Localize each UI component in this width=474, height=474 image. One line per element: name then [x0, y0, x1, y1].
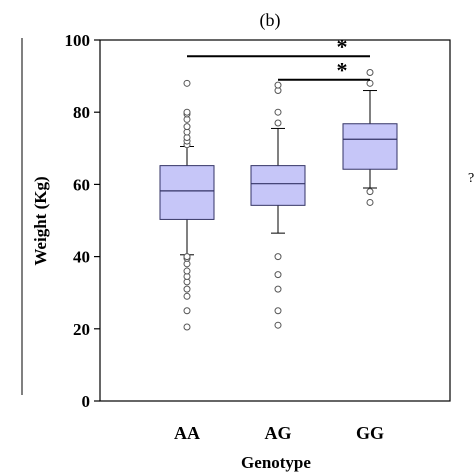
plot-frame [99, 39, 451, 402]
outlier-point [183, 307, 191, 315]
x-category-label: AG [265, 423, 292, 443]
box-iqr [250, 165, 306, 206]
outlier-point [183, 267, 191, 275]
y-tick-label: 40 [73, 248, 90, 267]
outlier-point [274, 81, 282, 89]
outlier-point [274, 321, 282, 329]
box-iqr [159, 165, 215, 220]
outlier-point [274, 253, 282, 261]
significance-asterisk: * [337, 34, 348, 59]
significance-asterisk: * [337, 58, 348, 83]
y-tick-label: 60 [73, 175, 90, 194]
plot-area: 0 20 40 60 80 100 AA AG GG ** [65, 31, 451, 443]
y-tick-label: 100 [65, 31, 91, 50]
box-ag [250, 81, 306, 329]
outlier-point [183, 108, 191, 116]
box-iqr [342, 123, 398, 170]
outlier-point [183, 285, 191, 293]
box-aa [159, 79, 215, 331]
x-axis-title: Genotype [241, 453, 311, 472]
outlier-point [366, 188, 374, 196]
outlier-point [274, 119, 282, 127]
y-tick-label: 80 [73, 103, 90, 122]
outlier-point [366, 198, 374, 206]
outlier-point [274, 108, 282, 116]
box-gg [342, 68, 398, 206]
y-tick-label: 0 [82, 392, 91, 411]
neighbor-panel-glyph: ? [468, 171, 474, 186]
panel-label: (b) [260, 10, 281, 31]
x-category-label: AA [174, 423, 200, 443]
outlier-point [183, 292, 191, 300]
outlier-point [366, 68, 374, 76]
outlier-point [274, 285, 282, 293]
outlier-point [183, 323, 191, 331]
y-tick-label: 20 [73, 320, 90, 339]
outlier-point [183, 79, 191, 87]
outlier-point [274, 307, 282, 315]
outlier-point [183, 253, 191, 261]
x-category-label: GG [356, 423, 384, 443]
outlier-point [366, 79, 374, 87]
outlier-point [274, 271, 282, 279]
outlier-point [183, 123, 191, 131]
y-axis-title: Weight (Kg) [31, 176, 50, 265]
